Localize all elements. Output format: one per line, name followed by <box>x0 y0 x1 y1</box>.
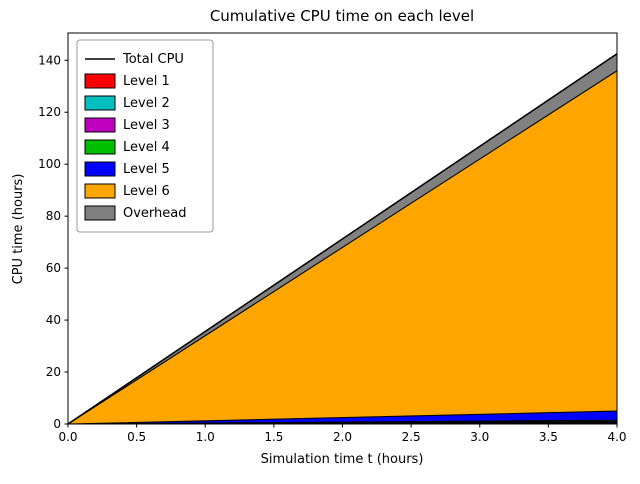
legend-label: Level 4 <box>123 140 170 155</box>
y-tick-label: 120 <box>38 105 61 119</box>
legend-label: Level 6 <box>123 184 170 199</box>
axes: 0.0 0.5 1.0 1.5 2.0 2.5 3.0 3.5 4.0 0 20 40 60 80 100 1… <box>38 32 627 444</box>
y-tick-label: 80 <box>46 209 61 223</box>
legend-patch <box>84 183 116 199</box>
legend-label: Overhead <box>123 206 187 221</box>
legend-label: Level 3 <box>123 118 170 133</box>
x-tick-label: 1.5 <box>264 430 283 444</box>
x-tick-label: 0.5 <box>127 430 146 444</box>
legend-patch <box>84 95 116 111</box>
x-tick-label: 4.0 <box>607 430 626 444</box>
x-tick-label: 2.0 <box>333 430 352 444</box>
legend-box <box>76 39 214 233</box>
x-tick-label: 0.0 <box>58 430 77 444</box>
legend-patch <box>84 139 116 155</box>
chart-title: Cumulative CPU time on each level <box>210 7 474 25</box>
x-tick-label: 3.0 <box>470 430 489 444</box>
y-axis-label: CPU time (hours) <box>11 174 26 285</box>
legend-patch <box>84 73 116 89</box>
y-tick-label: 20 <box>46 365 61 379</box>
legend-patch <box>84 117 116 133</box>
legend-label: Level 5 <box>123 162 170 177</box>
y-tick-label: 60 <box>46 261 61 275</box>
legend-patch <box>84 161 116 177</box>
y-tick-label: 140 <box>38 53 61 67</box>
legend-label: Level 1 <box>123 74 170 89</box>
legend: Total CPU Level 1 Level 2 Level 3 Level 4 Lev… <box>76 39 214 233</box>
total-cpu-line <box>67 53 618 425</box>
legend-label: Total CPU <box>122 52 184 67</box>
x-tick-label: 1.0 <box>196 430 215 444</box>
legend-label: Level 2 <box>123 96 170 111</box>
x-axis-label: Simulation time t (hours) <box>261 452 424 467</box>
y-tick-label: 40 <box>46 313 61 327</box>
x-tick-label: 2.5 <box>402 430 421 444</box>
legend-patch <box>84 205 116 221</box>
y-tick-label: 0 <box>53 417 61 431</box>
stacked-areas <box>66 52 618 425</box>
y-tick-label: 100 <box>38 157 61 171</box>
x-tick-label: 3.5 <box>539 430 558 444</box>
